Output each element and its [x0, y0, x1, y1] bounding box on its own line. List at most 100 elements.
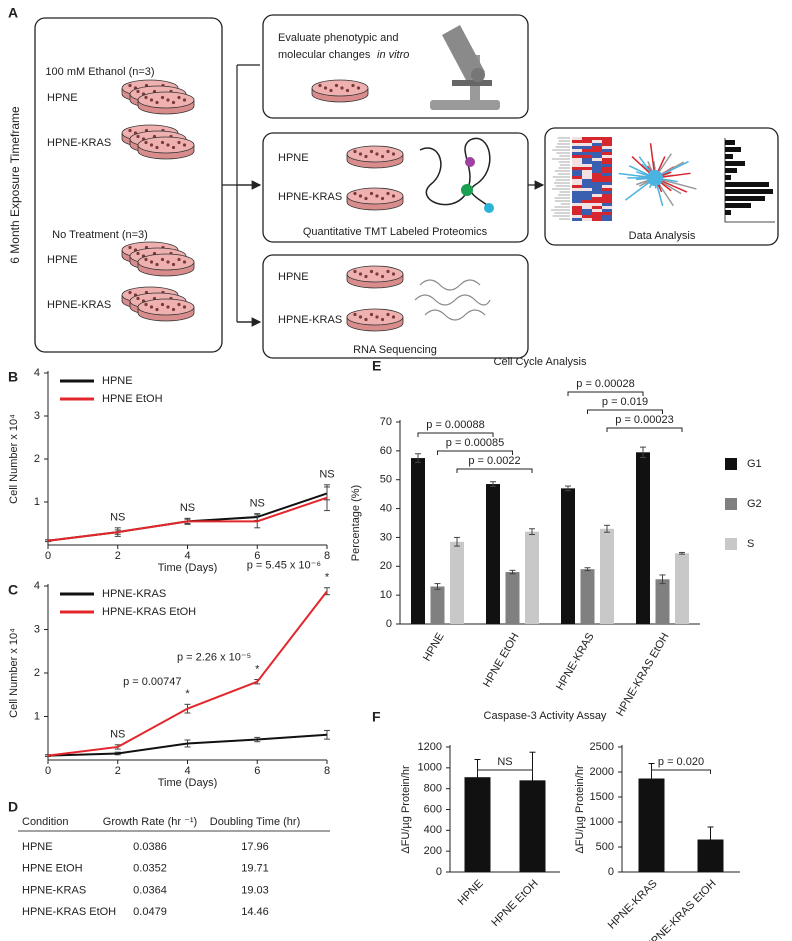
cell [353, 269, 357, 274]
heatmap-cell [572, 212, 582, 215]
heatmap-cell [582, 137, 592, 140]
y-tick-label: 3 [34, 623, 40, 635]
box-caption: RNA Sequencing [353, 344, 437, 356]
heatmap-cell [572, 146, 582, 149]
cell [160, 302, 165, 307]
cell [136, 89, 140, 94]
cell [369, 269, 374, 274]
heatmap-cell [572, 149, 582, 152]
heatmap-cell [582, 155, 592, 158]
heatmap-cell [602, 173, 612, 176]
heatmap-cell [572, 158, 582, 161]
heatmap-cell [582, 161, 592, 164]
heatmap-cell [592, 203, 602, 206]
table-header: Growth Rate (hr ⁻¹) [103, 816, 197, 828]
cell [386, 191, 390, 196]
bracket [587, 409, 663, 414]
bracket-label: p = 0.00023 [615, 414, 673, 426]
microscope [430, 25, 500, 110]
cell [369, 312, 374, 317]
cell [380, 196, 385, 201]
annotation: NS [110, 512, 125, 524]
heatmap-cell [602, 137, 612, 140]
heatmap-cell [592, 197, 602, 200]
heatmap-cell [602, 206, 612, 209]
bracket-label: p = 0.00085 [446, 437, 504, 449]
cell [323, 86, 328, 90]
y-tick-label: 1000 [418, 762, 442, 774]
mini-bar [725, 154, 733, 159]
heatmap-cell [592, 182, 602, 185]
heatmap-cell [582, 173, 592, 176]
cell [166, 260, 170, 264]
mini-bar [725, 140, 735, 145]
heatmap-cell [572, 215, 582, 218]
cell [364, 196, 368, 201]
x-tick-label: HPNE [456, 878, 486, 908]
row-label: HPNE [278, 152, 309, 164]
annotation: p = 5.45 x 10⁻⁶ [247, 560, 321, 572]
cell [391, 152, 396, 156]
annotation: p = 0.00747 [123, 676, 181, 688]
y-tick-label: 20 [380, 560, 392, 572]
heatmap-cell [602, 161, 612, 164]
heatmap-cell [572, 194, 582, 197]
cell [128, 290, 132, 295]
heatmap-cell [572, 170, 582, 173]
heatmap-cell [582, 215, 592, 218]
cell [149, 260, 154, 264]
cell [351, 83, 355, 88]
cell [155, 307, 159, 312]
heatmap-cell [592, 149, 602, 152]
x-axis-label: Time (Days) [158, 562, 217, 574]
table-cell: 0.0352 [133, 863, 167, 875]
dish [346, 145, 404, 163]
heatmap-cell [582, 185, 592, 188]
x-tick-label: 8 [324, 550, 330, 562]
heatmap-cell [602, 191, 612, 194]
bar [411, 458, 425, 624]
bracket [567, 391, 644, 396]
y-axis-label: Cell Number x 10⁴ [8, 628, 20, 718]
group-title: No Treatment (n=3) [52, 229, 148, 241]
side-label: 6 Month Exposure Timeframe [8, 106, 22, 264]
heatmap-cell [572, 161, 582, 164]
table-cell: HPNE [22, 841, 53, 853]
cell [136, 251, 140, 256]
y-tick-label: 1500 [590, 791, 614, 803]
heatmap-cell [592, 146, 602, 149]
heatmap-cell [572, 185, 582, 188]
bracket [606, 427, 683, 432]
heatmap-cell [602, 185, 612, 188]
heatmap-cell [592, 215, 602, 218]
cell [375, 194, 379, 198]
connector [222, 65, 238, 322]
heatmap-cell [572, 137, 582, 140]
bracket [417, 432, 494, 437]
table-cell: 17.96 [241, 841, 269, 853]
heatmap-cell [592, 137, 602, 140]
cell [353, 191, 357, 196]
protein-dot [484, 203, 494, 213]
x-tick-label: HPNE EtOH [489, 878, 540, 929]
row-label: HPNE [278, 271, 309, 283]
mini-bar [725, 189, 773, 194]
heatmap-cell [592, 161, 602, 164]
y-tick-label: 4 [34, 367, 40, 379]
heatmap-cell [582, 188, 592, 191]
y-tick-label: 0 [436, 866, 442, 878]
cell [136, 296, 140, 301]
cell [353, 149, 357, 154]
annotation: NS [250, 498, 265, 510]
cell [386, 312, 390, 317]
bar [430, 586, 445, 624]
dish [137, 136, 195, 154]
legend-swatch [725, 498, 737, 510]
bar [450, 541, 464, 624]
cell [369, 149, 374, 154]
significance-mark: * [185, 688, 190, 700]
group-title: 100 mM Ethanol (n=3) [45, 66, 154, 78]
cell [171, 262, 176, 267]
heatmap-cell [582, 140, 592, 143]
